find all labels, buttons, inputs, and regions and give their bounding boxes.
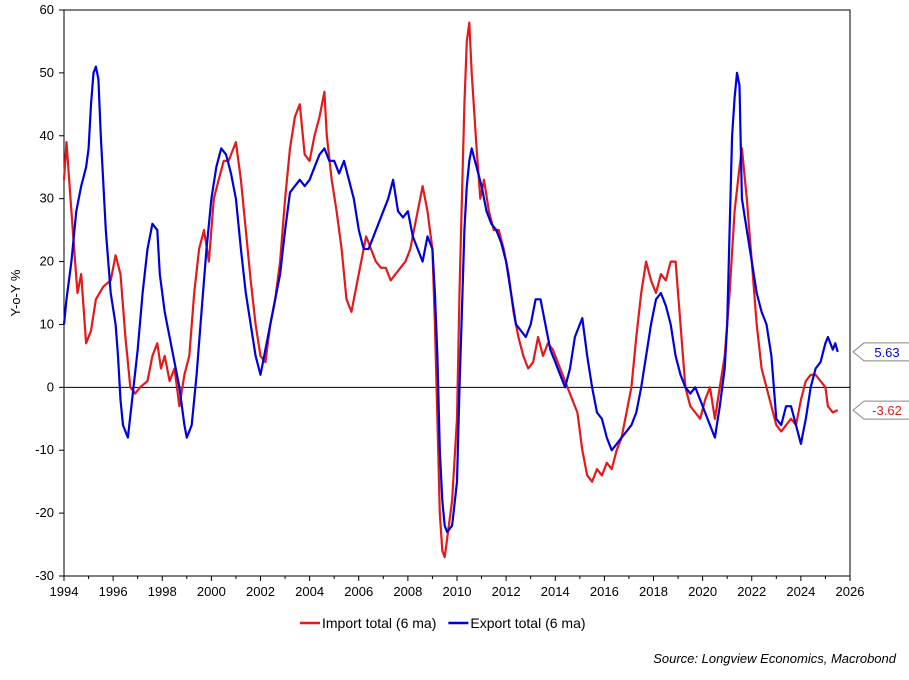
x-tick-label: 1998 [148,584,177,599]
legend-label: Export total (6 ma) [470,615,585,631]
series-line-import [62,21,839,559]
end-label-import: -3.62 [852,400,909,420]
x-tick-label: 2026 [836,584,865,599]
x-tick-label: 2022 [737,584,766,599]
x-axis: 1994 1996 1998 2000 2002 2004 2006 2008 2010 2012… [50,576,865,599]
end-label-value: 5.63 [874,345,899,360]
x-tick-label: 2014 [541,584,570,599]
x-tick-label: 1996 [99,584,128,599]
x-tick-label: 2018 [639,584,668,599]
y-tick-label: 30 [40,191,54,206]
x-tick-label: 2024 [786,584,815,599]
legend-item-import: Import total (6 ma) [300,615,436,631]
x-tick-label: 2002 [246,584,275,599]
y-tick-label: 50 [40,65,54,80]
y-tick-label: 40 [40,128,54,143]
y-tick-label: 10 [40,316,54,331]
legend-label: Import total (6 ma) [322,615,436,631]
source-note: Source: Longview Economics, Macrobond [653,651,897,666]
end-labels: -3.62 5.63 [852,342,909,420]
y-tick-label: -20 [35,505,54,520]
y-tick-label: -10 [35,442,54,457]
y-axis-title: Y-o-Y % [8,269,23,316]
end-label-box [852,400,909,420]
end-label-export: 5.63 [852,342,909,362]
x-tick-label: 2016 [590,584,619,599]
y-axis: -30 -20 -10 0 10 20 30 40 50 60 [35,2,64,583]
end-label-box [852,342,909,362]
y-tick-label: -30 [35,568,54,583]
x-tick-label: 2006 [344,584,373,599]
x-tick-label: 2000 [197,584,226,599]
x-tick-label: 2020 [688,584,717,599]
x-tick-label: 1994 [50,584,79,599]
series-line-export [62,65,839,534]
end-label-value: -3.62 [872,403,902,418]
legend-item-export: Export total (6 ma) [448,615,586,631]
x-tick-label: 2010 [443,584,472,599]
x-tick-label: 2004 [295,584,324,599]
y-tick-label: 0 [47,379,54,394]
series-lines [62,21,839,559]
y-tick-label: 20 [40,254,54,269]
x-tick-label: 2012 [492,584,521,599]
y-tick-label: 60 [40,2,54,17]
x-tick-label: 2008 [393,584,422,599]
legend: Import total (6 ma) Export total (6 ma) [300,615,586,631]
